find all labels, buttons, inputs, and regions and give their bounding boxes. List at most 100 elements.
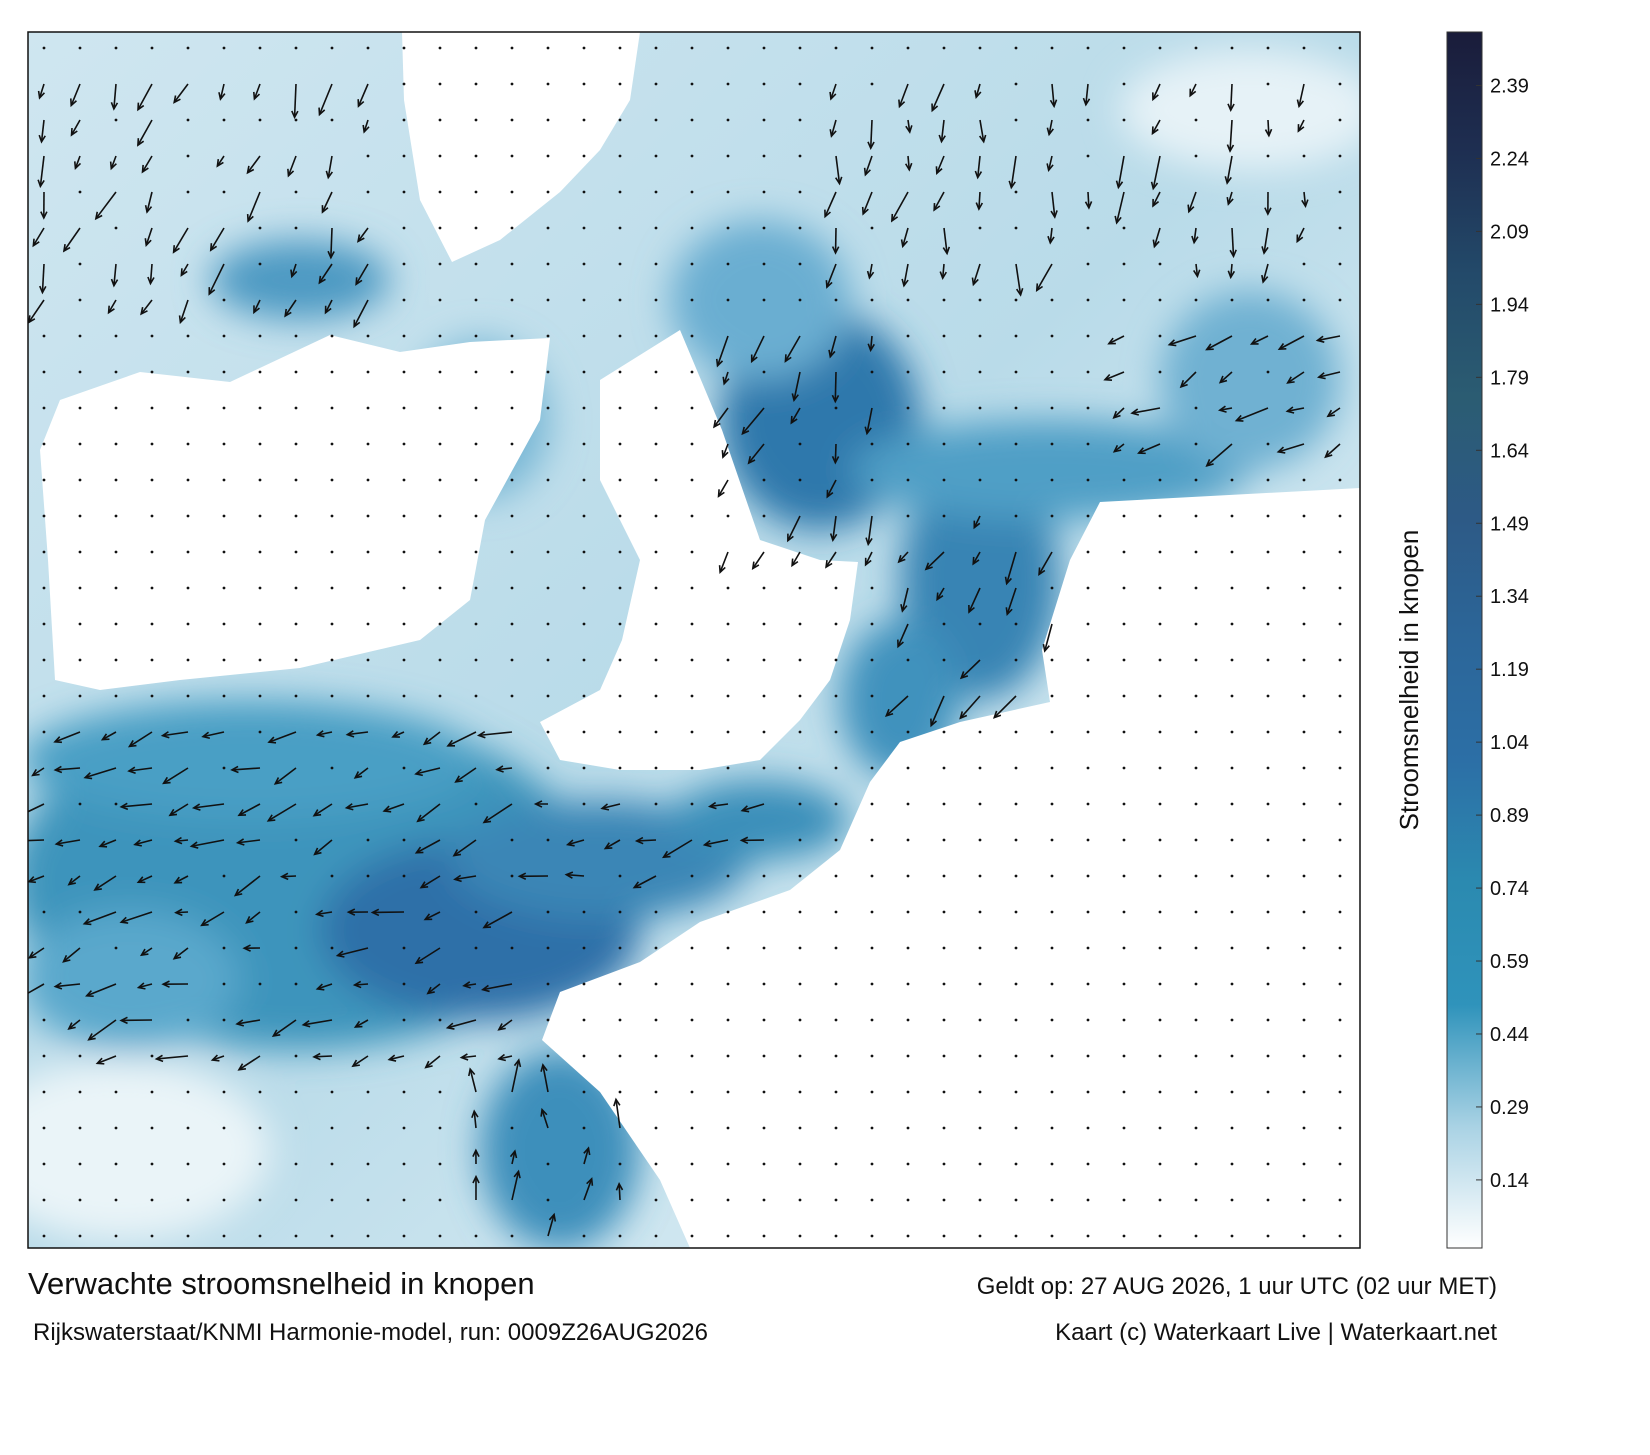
grid-dot [1303, 767, 1306, 770]
grid-dot [79, 1163, 82, 1166]
grid-dot [223, 695, 226, 698]
grid-dot [151, 47, 154, 50]
grid-dot [439, 119, 442, 122]
grid-dot [619, 299, 622, 302]
colorbar-tick-label: 0.14 [1490, 1170, 1529, 1192]
grid-dot [1159, 767, 1162, 770]
grid-dot [1195, 119, 1198, 122]
grid-dot [763, 1127, 766, 1130]
grid-dot [655, 83, 658, 86]
grid-dot [439, 623, 442, 626]
grid-dot [43, 515, 46, 518]
grid-dot [583, 479, 586, 482]
grid-dot [403, 227, 406, 230]
grid-dot [1303, 263, 1306, 266]
grid-dot [1123, 947, 1126, 950]
grid-dot [115, 1163, 118, 1166]
grid-dot [1087, 587, 1090, 590]
grid-dot [943, 407, 946, 410]
grid-dot [1123, 659, 1126, 662]
grid-dot [331, 1163, 334, 1166]
grid-dot [1303, 551, 1306, 554]
grid-dot [1303, 299, 1306, 302]
colorbar-tick-label: 0.74 [1490, 878, 1529, 900]
grid-dot [1051, 1235, 1054, 1238]
grid-dot [871, 803, 874, 806]
grid-dot [1015, 1235, 1018, 1238]
grid-dot [43, 335, 46, 338]
grid-dot [1303, 1163, 1306, 1166]
grid-dot [619, 659, 622, 662]
grid-dot [43, 587, 46, 590]
grid-dot [1123, 1091, 1126, 1094]
grid-dot [691, 119, 694, 122]
grid-dot [799, 1199, 802, 1202]
grid-dot [763, 731, 766, 734]
grid-dot [583, 1235, 586, 1238]
grid-dot [1339, 911, 1342, 914]
grid-dot [1123, 119, 1126, 122]
grid-dot [655, 983, 658, 986]
grid-dot [511, 119, 514, 122]
grid-dot [403, 335, 406, 338]
grid-dot [295, 515, 298, 518]
grid-dot [763, 227, 766, 230]
grid-dot [475, 191, 478, 194]
grid-dot [763, 695, 766, 698]
grid-dot [1267, 1127, 1270, 1130]
grid-dot [547, 155, 550, 158]
grid-dot [655, 1019, 658, 1022]
grid-dot [295, 1127, 298, 1130]
grid-dot [763, 1199, 766, 1202]
grid-dot [1087, 47, 1090, 50]
grid-dot [655, 767, 658, 770]
grid-dot [907, 875, 910, 878]
grid-dot [1051, 1163, 1054, 1166]
grid-dot [1303, 47, 1306, 50]
grid-dot [1159, 371, 1162, 374]
grid-dot [151, 335, 154, 338]
grid-dot [295, 335, 298, 338]
grid-dot [1051, 1199, 1054, 1202]
grid-dot [727, 659, 730, 662]
grid-dot [655, 947, 658, 950]
grid-dot [835, 1055, 838, 1058]
grid-dot [547, 119, 550, 122]
grid-dot [1231, 1019, 1234, 1022]
grid-dot [979, 299, 982, 302]
grid-dot [187, 659, 190, 662]
grid-dot [1087, 155, 1090, 158]
grid-dot [799, 659, 802, 662]
grid-dot [43, 407, 46, 410]
grid-dot [619, 911, 622, 914]
grid-dot [799, 839, 802, 842]
grid-dot [943, 947, 946, 950]
colorbar-tick-label: 1.64 [1490, 440, 1529, 462]
grid-dot [475, 695, 478, 698]
grid-dot [367, 155, 370, 158]
grid-dot [475, 659, 478, 662]
grid-dot [763, 263, 766, 266]
grid-dot [1015, 1055, 1018, 1058]
grid-dot [619, 1163, 622, 1166]
grid-dot [871, 731, 874, 734]
grid-dot [619, 1019, 622, 1022]
grid-dot [1303, 983, 1306, 986]
grid-dot [1195, 1127, 1198, 1130]
grid-dot [295, 1091, 298, 1094]
grid-dot [115, 803, 118, 806]
grid-dot [439, 587, 442, 590]
grid-dot [547, 299, 550, 302]
grid-dot [547, 731, 550, 734]
grid-dot [1267, 1091, 1270, 1094]
grid-dot [799, 155, 802, 158]
grid-dot [1231, 1127, 1234, 1130]
grid-dot [1123, 695, 1126, 698]
grid-dot [403, 1127, 406, 1130]
grid-dot [727, 875, 730, 878]
grid-dot [1267, 443, 1270, 446]
grid-dot [79, 911, 82, 914]
grid-dot [1195, 839, 1198, 842]
grid-dot [619, 947, 622, 950]
grid-dot [79, 335, 82, 338]
